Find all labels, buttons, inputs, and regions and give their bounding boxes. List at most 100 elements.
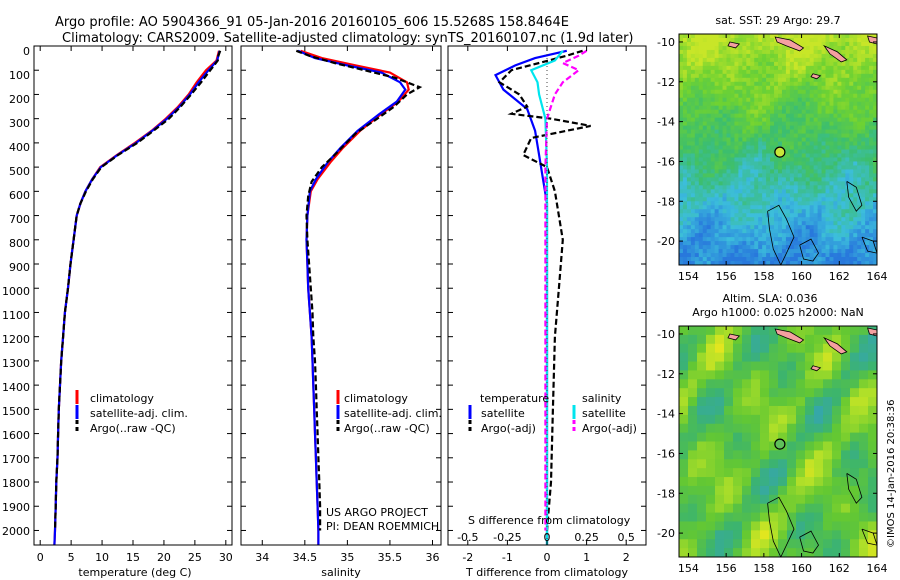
map-cell bbox=[760, 326, 770, 336]
map-cell bbox=[778, 249, 783, 254]
map-cell bbox=[785, 97, 791, 103]
map-cell bbox=[809, 85, 815, 91]
map-cell bbox=[679, 237, 684, 242]
map-cell bbox=[730, 193, 736, 198]
map-cell bbox=[789, 189, 795, 194]
map-cell bbox=[698, 213, 704, 218]
map-cell bbox=[766, 89, 771, 95]
map-cell bbox=[801, 105, 807, 111]
map-cell bbox=[796, 485, 806, 496]
map-cell bbox=[715, 352, 725, 363]
map-cell bbox=[679, 379, 689, 389]
map-cell bbox=[859, 397, 869, 407]
map-cell bbox=[679, 34, 684, 39]
map-cell bbox=[832, 477, 842, 487]
map-cell bbox=[857, 109, 862, 115]
map-cell bbox=[714, 149, 720, 155]
map-cell bbox=[770, 129, 775, 135]
map-cell bbox=[778, 225, 783, 230]
map-cell bbox=[778, 157, 783, 163]
map-cell bbox=[873, 117, 877, 123]
map-cell bbox=[861, 105, 866, 111]
map-cell bbox=[690, 133, 696, 139]
map-cell bbox=[809, 241, 815, 246]
map-cell bbox=[702, 241, 708, 246]
map-cell bbox=[832, 397, 842, 407]
map-cell bbox=[715, 485, 725, 496]
map-cell bbox=[869, 45, 874, 51]
map-cell bbox=[750, 145, 755, 151]
map-cell bbox=[694, 41, 700, 47]
sla-map-title: Altim. SLA: 0.036 bbox=[722, 292, 817, 305]
map-cell bbox=[857, 213, 862, 218]
map-cell bbox=[706, 117, 712, 123]
map-cell bbox=[853, 197, 858, 202]
map-cell bbox=[859, 441, 869, 451]
map-cell bbox=[868, 388, 877, 398]
map-cell bbox=[694, 37, 700, 43]
map-cell bbox=[718, 61, 724, 67]
map-cell bbox=[841, 85, 846, 91]
map-cell bbox=[837, 93, 842, 99]
map-cell bbox=[750, 89, 755, 95]
x2-tick-label: 0.5 bbox=[617, 531, 635, 544]
map-cell bbox=[813, 217, 819, 222]
map-cell bbox=[682, 34, 688, 39]
map-cell bbox=[722, 37, 728, 43]
map-cell bbox=[837, 257, 842, 262]
map-cell bbox=[849, 141, 854, 147]
map-cell bbox=[781, 217, 787, 222]
map-cell bbox=[833, 89, 838, 95]
map-cell bbox=[733, 414, 743, 425]
map-cell bbox=[770, 197, 775, 202]
map-cell bbox=[809, 201, 815, 206]
map-cell bbox=[690, 61, 696, 67]
reef-contour bbox=[861, 528, 877, 546]
map-cell bbox=[821, 193, 827, 198]
map-cell bbox=[789, 165, 795, 171]
map-cell bbox=[718, 233, 724, 238]
map-cell bbox=[697, 432, 707, 443]
map-cell bbox=[837, 153, 842, 159]
map-cell bbox=[837, 85, 842, 91]
map-cell bbox=[718, 249, 724, 254]
map-cell bbox=[845, 173, 850, 178]
map-cell bbox=[796, 432, 806, 443]
map-cell bbox=[825, 137, 831, 143]
map-cell bbox=[758, 57, 763, 63]
map-cell bbox=[686, 149, 692, 155]
map-cell bbox=[714, 49, 720, 55]
map-cell bbox=[730, 137, 736, 143]
map-cell bbox=[742, 153, 747, 159]
map-cell bbox=[868, 379, 877, 389]
map-cell bbox=[738, 213, 743, 218]
map-cell bbox=[821, 77, 827, 83]
map-cell bbox=[801, 57, 807, 63]
map-cell bbox=[809, 197, 815, 202]
map-cell bbox=[829, 225, 835, 230]
map-cell bbox=[702, 173, 708, 178]
map-cell bbox=[817, 137, 823, 143]
map-cell bbox=[710, 257, 716, 262]
map-cell bbox=[837, 185, 842, 190]
map-cell bbox=[694, 45, 700, 51]
map-cell bbox=[809, 221, 815, 226]
map-cell bbox=[694, 117, 700, 123]
map-cell bbox=[726, 113, 732, 119]
map-cell bbox=[778, 197, 783, 202]
map-cell bbox=[787, 521, 797, 531]
map-cell bbox=[690, 157, 696, 163]
map-cell bbox=[722, 113, 728, 119]
map-cell bbox=[760, 343, 770, 354]
map-cell bbox=[796, 494, 806, 505]
map-cell bbox=[734, 57, 739, 63]
map-cell bbox=[849, 145, 854, 151]
map-cell bbox=[873, 73, 877, 79]
map-cell bbox=[734, 165, 739, 171]
map-cell bbox=[793, 253, 799, 258]
map-cell bbox=[781, 221, 787, 226]
map-cell bbox=[853, 137, 858, 143]
map-cell bbox=[710, 149, 716, 155]
map-cell bbox=[823, 539, 833, 549]
map-cell bbox=[679, 57, 684, 63]
